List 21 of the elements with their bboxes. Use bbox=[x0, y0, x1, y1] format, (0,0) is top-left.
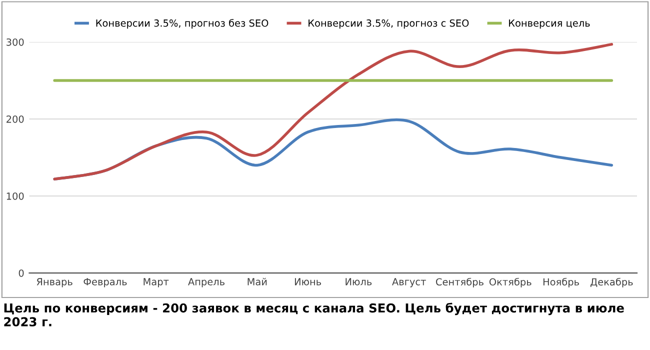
y-tick-label: 200 bbox=[6, 115, 24, 123]
x-tick-label: Октябрь bbox=[489, 278, 532, 288]
text: Цель по конверсиям - 200 заявок в месяц с канала SEO. Цель будет достигнута в июле 2023 г. bbox=[4, 302, 624, 326]
x-tick-label: Февраль bbox=[84, 278, 127, 288]
legend-label: Конверсия цель bbox=[509, 20, 590, 29]
legend-label: Конверсии 3.5%, прогноз без SEO bbox=[96, 19, 268, 29]
x-tick-label: Ноябрь bbox=[543, 278, 579, 288]
legend-label: Конверсии 3.5%, прогноз с SEO bbox=[308, 19, 469, 29]
x-tick-label: Декабрь bbox=[590, 278, 633, 288]
line-series bbox=[53, 42, 614, 180]
x-tick-label: Июнь bbox=[294, 278, 321, 286]
x-tick-label: Сентябрь bbox=[436, 278, 484, 288]
x-tick-label: Август bbox=[392, 278, 426, 288]
x-tick-label: Март bbox=[144, 278, 169, 288]
x-tick-label: Апрель bbox=[188, 278, 224, 288]
x-tick-label: Июль bbox=[346, 278, 372, 286]
y-tick-label: 300 bbox=[6, 38, 24, 46]
x-tick-label: Май bbox=[248, 278, 267, 286]
x-tick-label: Январь bbox=[36, 278, 72, 288]
y-tick-label: 100 bbox=[6, 192, 24, 200]
y-tick-label: 0 bbox=[18, 269, 24, 277]
